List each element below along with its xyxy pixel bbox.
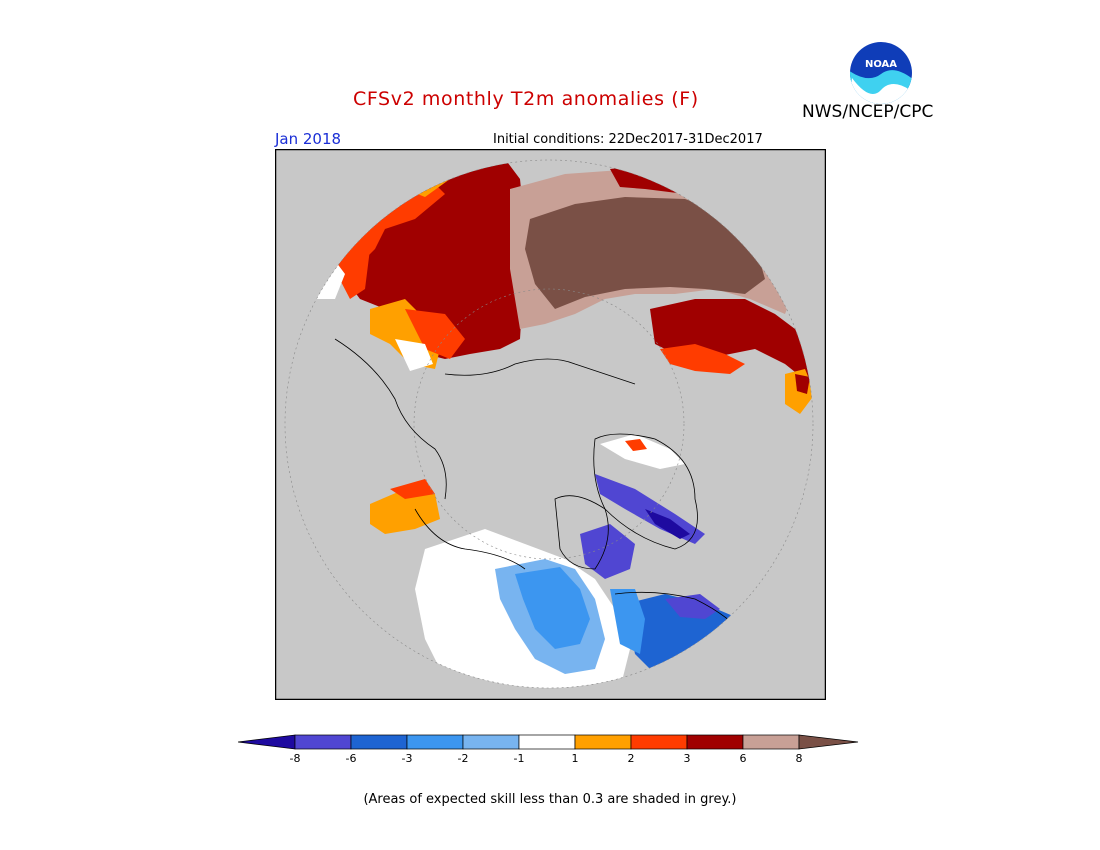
colorbar-label: 1 (571, 752, 579, 765)
colorbar-label: -8 (289, 752, 301, 765)
chart-title: CFSv2 monthly T2m anomalies (F) (353, 88, 699, 110)
forecast-month: Jan 2018 (275, 130, 342, 148)
colorbar-arrow-high (798, 734, 859, 750)
anomaly-region-baffin-purple (665, 594, 720, 619)
colorbar-box-4 (462, 734, 520, 750)
noaa-logo-icon: NOAA (850, 42, 912, 104)
colorbar-box-9 (742, 734, 800, 750)
colorbar-box-1 (294, 734, 352, 750)
map-frame (275, 149, 826, 700)
colorbar-box-7 (630, 734, 688, 750)
coastlines (334, 338, 746, 640)
initial-conditions: Initial conditions: 22Dec2017-31Dec2017 (493, 132, 763, 147)
colorbar-label: -3 (401, 752, 413, 765)
anomaly-region-east-asia-orange (660, 344, 745, 374)
colorbar-box-2 (350, 734, 408, 750)
colorbar-label: -6 (345, 752, 357, 765)
colorbar-label: 3 (683, 752, 691, 765)
anomaly-region-siberia-brown (525, 197, 765, 309)
colorbar-label: -2 (457, 752, 469, 765)
anomaly-region-scandinavia (345, 174, 445, 269)
colorbar-box-3 (406, 734, 464, 750)
colorbar-arrow-low (238, 734, 296, 750)
polar-anomaly-map (275, 149, 826, 700)
anomaly-region-white-sea (395, 339, 433, 371)
colorbar-label: -1 (513, 752, 525, 765)
skill-footnote: (Areas of expected skill less than 0.3 a… (363, 792, 737, 807)
colorbar-label: 8 (795, 752, 803, 765)
anomaly-region-japan-red (795, 374, 810, 394)
anomaly-region-greenland-red (625, 439, 647, 451)
noaa-logo-text: NOAA (865, 59, 897, 70)
colorbar (238, 734, 859, 750)
colorbar-label: 6 (739, 752, 747, 765)
colorbar-box-6 (574, 734, 632, 750)
anomaly-region-alaska-red (390, 479, 435, 499)
anomaly-region-baltic-red (405, 309, 465, 359)
anomaly-region-alaska-orange (370, 489, 440, 534)
anomaly-region-east-asia-red (650, 299, 813, 384)
anomaly-region-greenland-white (600, 434, 685, 469)
colorbar-box-5 (518, 734, 576, 750)
anomaly-region-greenland-deep (645, 509, 690, 539)
anomaly-region-hudson-light (610, 589, 645, 654)
colorbar-label: 2 (627, 752, 635, 765)
agency-label: NWS/NCEP/CPC (802, 102, 934, 122)
anomaly-region-canada-blue (515, 567, 590, 649)
colorbar-box-8 (686, 734, 744, 750)
